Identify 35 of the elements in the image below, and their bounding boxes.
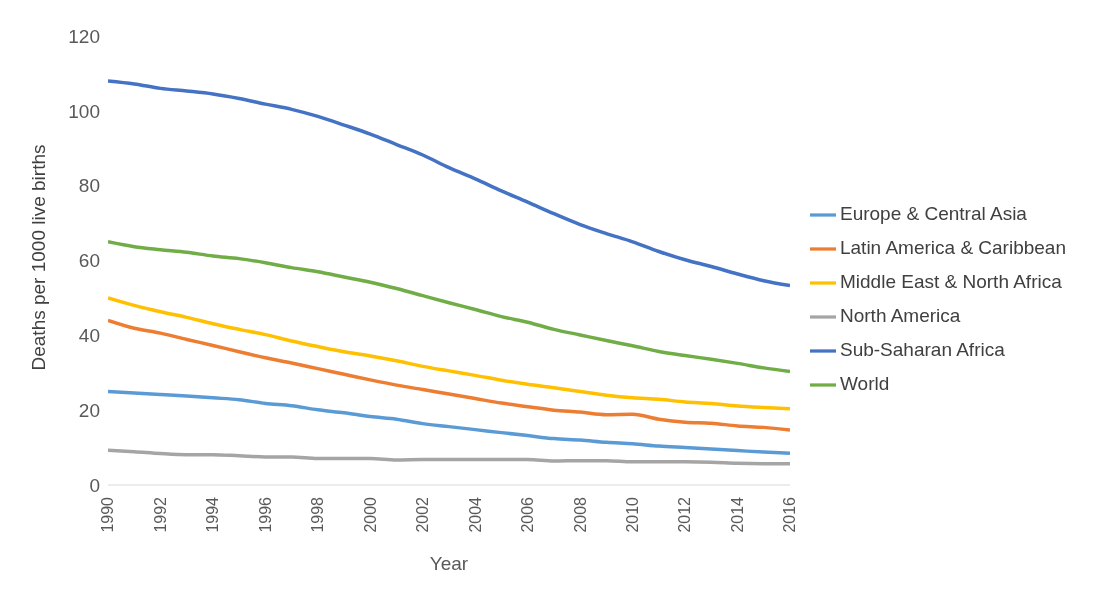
x-tick-label: 2016: [781, 496, 799, 533]
x-tick-label: 2008: [571, 496, 589, 533]
legend-label: Latin America & Caribbean: [839, 237, 1066, 258]
y-axis-title: Deaths per 1000 live births: [27, 144, 49, 371]
x-tick-label: 2002: [414, 496, 432, 533]
x-axis-title: Year: [429, 553, 469, 574]
x-tick-label: 1994: [204, 496, 222, 533]
x-tick-label: 2006: [519, 496, 537, 533]
x-tick-label: 1990: [99, 496, 117, 533]
line-series: [108, 389, 790, 455]
line-series: [108, 79, 790, 288]
legend-label: World: [839, 373, 890, 394]
line-series: [108, 318, 790, 432]
x-tick-label: 1998: [309, 496, 327, 533]
x-tick-label: 2010: [623, 496, 641, 533]
legend-label: Middle East & North Africa: [839, 271, 1062, 292]
x-tick-label: 2000: [361, 496, 379, 533]
x-tick-label: 2004: [466, 496, 484, 533]
y-tick-label: 40: [78, 325, 100, 347]
x-tick-label: 1992: [151, 496, 169, 533]
y-tick-label: 120: [68, 25, 100, 47]
y-tick-label: 60: [78, 250, 100, 272]
legend-label: Sub-Saharan Africa: [839, 339, 1005, 360]
legend-label: North America: [839, 305, 961, 326]
y-tick-label: 100: [68, 100, 100, 122]
y-tick-label: 0: [89, 474, 100, 496]
line-series: [108, 296, 790, 411]
line-series: [108, 240, 790, 374]
line-series: [108, 448, 790, 466]
y-tick-label: 80: [78, 175, 100, 197]
x-tick-label: 2012: [676, 496, 694, 533]
x-tick-label: 1996: [256, 496, 274, 533]
y-tick-label: 20: [78, 399, 100, 421]
legend-label: Europe & Central Asia: [839, 203, 1027, 224]
x-tick-label: 2014: [728, 496, 746, 533]
